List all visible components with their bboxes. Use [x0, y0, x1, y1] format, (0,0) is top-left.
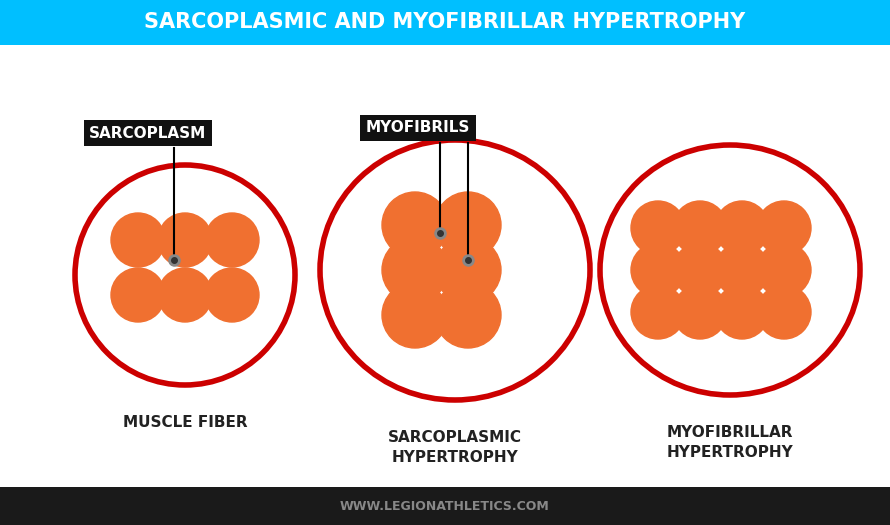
Circle shape — [673, 285, 727, 339]
Circle shape — [715, 285, 769, 339]
Circle shape — [205, 213, 259, 267]
Text: WWW.LEGIONATHLETICS.COM: WWW.LEGIONATHLETICS.COM — [340, 499, 550, 512]
Text: SARCOPLASM: SARCOPLASM — [89, 125, 206, 141]
Circle shape — [631, 243, 685, 297]
Text: SARCOPLASMIC
HYPERTROPHY: SARCOPLASMIC HYPERTROPHY — [388, 430, 522, 465]
Circle shape — [382, 282, 448, 348]
Circle shape — [757, 243, 811, 297]
Circle shape — [757, 201, 811, 255]
Circle shape — [111, 268, 165, 322]
Circle shape — [673, 243, 727, 297]
Circle shape — [111, 213, 165, 267]
Circle shape — [435, 237, 501, 303]
Circle shape — [435, 192, 501, 258]
Text: MYOFIBRILLAR
HYPERTROPHY: MYOFIBRILLAR HYPERTROPHY — [667, 425, 793, 460]
Text: MYOFIBRILS: MYOFIBRILS — [366, 121, 470, 135]
Bar — [0, 487, 890, 525]
Circle shape — [382, 237, 448, 303]
Circle shape — [205, 268, 259, 322]
Circle shape — [631, 285, 685, 339]
Circle shape — [631, 201, 685, 255]
Circle shape — [158, 213, 212, 267]
Text: SARCOPLASMIC AND MYOFIBRILLAR HYPERTROPHY: SARCOPLASMIC AND MYOFIBRILLAR HYPERTROPH… — [144, 13, 746, 33]
Circle shape — [715, 243, 769, 297]
Circle shape — [435, 282, 501, 348]
Circle shape — [158, 268, 212, 322]
Text: MUSCLE FIBER: MUSCLE FIBER — [123, 415, 247, 430]
Text: WWW.LEGIONATHLETICS.COM: WWW.LEGIONATHLETICS.COM — [340, 499, 550, 512]
Circle shape — [715, 201, 769, 255]
Circle shape — [673, 201, 727, 255]
Circle shape — [382, 192, 448, 258]
Circle shape — [757, 285, 811, 339]
Bar — [0, 0, 890, 45]
Text: SARCOPLASMIC AND MYOFIBRILLAR HYPERTROPHY: SARCOPLASMIC AND MYOFIBRILLAR HYPERTROPH… — [144, 13, 746, 33]
